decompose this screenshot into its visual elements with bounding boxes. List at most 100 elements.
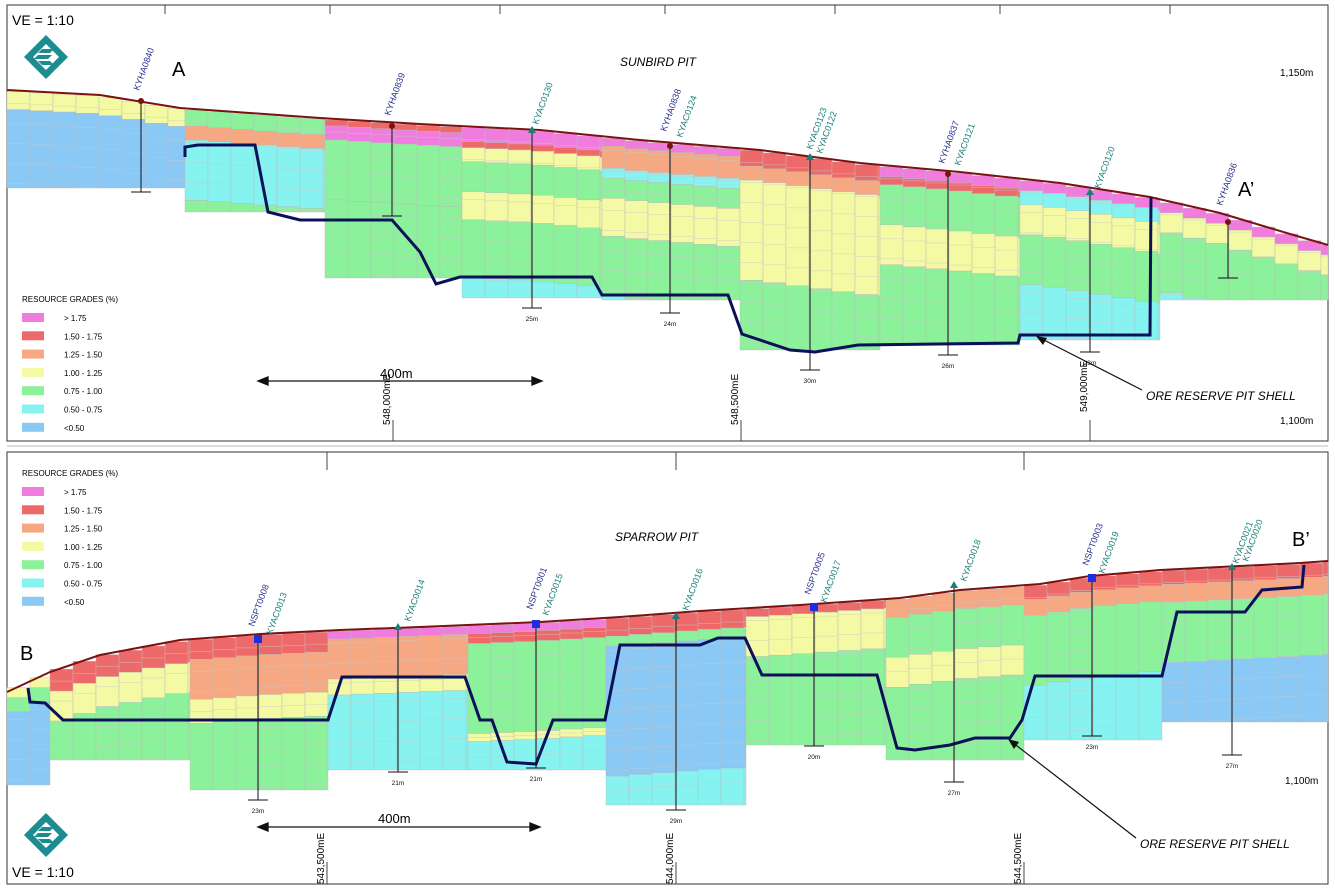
top-grade-block xyxy=(167,108,186,127)
top-grade-block xyxy=(1159,232,1184,294)
bottom-grade-block xyxy=(977,646,1002,677)
bottom-grade-block xyxy=(281,653,306,694)
bottom-hole-depth: 27m xyxy=(1226,763,1239,770)
top-grade-block xyxy=(854,164,879,181)
top-grade-block xyxy=(902,266,927,346)
bottom-grade-block xyxy=(141,667,166,699)
top-grade-block xyxy=(1088,294,1113,341)
bottom-grade-block xyxy=(1046,611,1071,683)
bottom-grade-block xyxy=(1069,608,1094,679)
top-grade-block xyxy=(576,149,601,157)
bottom-grade-block xyxy=(304,631,329,653)
top-grade-block xyxy=(207,111,232,129)
bottom-grade-block xyxy=(258,634,283,655)
top-grade-block xyxy=(971,185,996,194)
bottom-grade-block xyxy=(1253,657,1278,723)
top-legend-swatch xyxy=(22,349,44,359)
top-grade-block xyxy=(1019,180,1044,192)
top-hole-collar-icon xyxy=(945,171,951,177)
bottom-grade-block xyxy=(651,642,676,773)
top-grade-block xyxy=(1065,186,1090,197)
top-grade-block xyxy=(601,138,626,147)
bottom-grade-block xyxy=(1322,653,1329,723)
bottom-shell-leader xyxy=(1008,739,1137,839)
top-grade-block xyxy=(1134,221,1159,252)
top-grade-block xyxy=(6,109,31,189)
bottom-grade-block xyxy=(95,676,120,707)
bottom-grade-block xyxy=(95,654,120,677)
bottom-hole-collar-icon xyxy=(394,623,402,630)
bottom-grade-block xyxy=(1069,678,1094,741)
top-hole-collar-icon xyxy=(528,126,536,133)
top-grade-block xyxy=(1251,256,1276,301)
top-grade-block xyxy=(75,113,100,189)
top-hole-name-kyha0836: KYHA0836 xyxy=(1214,161,1239,206)
top-grade-block xyxy=(184,199,209,213)
bottom-grade-block xyxy=(697,769,722,806)
bottom-grade-block xyxy=(1000,674,1025,761)
bottom-grade-block xyxy=(396,676,421,693)
top-grade-block xyxy=(762,152,787,170)
top-grade-block xyxy=(1065,290,1090,341)
bottom-hole-depth: 20m xyxy=(808,754,821,761)
bottom-legend: RESOURCE GRADES (%) > 1.75 1.50 - 1.75 1.25… xyxy=(22,469,118,607)
top-grade-block xyxy=(716,208,741,247)
bottom-grade-block xyxy=(118,672,143,703)
top-grade-block xyxy=(507,163,532,195)
bottom-grade-block xyxy=(467,633,492,644)
bottom-grade-block xyxy=(791,613,816,654)
section-label-b: B xyxy=(20,643,33,665)
bottom-hole-name-kyac0018: KYAC0018 xyxy=(958,538,982,583)
bottom-grade-block xyxy=(1023,599,1048,616)
top-grade-block xyxy=(230,143,255,204)
bottom-grade-block xyxy=(29,701,51,786)
bottom-grade-block xyxy=(1322,593,1329,655)
bottom-grade-block xyxy=(1299,654,1324,723)
top-grade-block xyxy=(299,148,324,209)
bottom-grade-block xyxy=(1023,685,1048,741)
top-elev-upper: 1,150m xyxy=(1280,68,1313,79)
top-grade-block xyxy=(948,270,973,346)
bottom-grade-block xyxy=(350,629,375,639)
top-grade-block xyxy=(1134,251,1159,302)
top-grade-block xyxy=(347,141,372,202)
bottom-grade-block xyxy=(1184,660,1209,723)
top-grade-block xyxy=(347,127,372,142)
top-grade-block xyxy=(925,180,950,190)
top-grade-block xyxy=(877,181,881,196)
top-grade-block xyxy=(599,170,603,202)
bottom-hole-collar-icon xyxy=(532,620,540,628)
top-grade-block xyxy=(1228,249,1253,301)
top-grade-block xyxy=(324,139,349,201)
top-grade-block xyxy=(785,171,810,187)
bottom-grade-block xyxy=(651,772,676,806)
top-grade-block xyxy=(393,129,418,145)
bottom-legend-title: RESOURCE GRADES (%) xyxy=(22,469,118,478)
bottom-grade-block xyxy=(490,632,515,643)
top-easting-549000: 549,000mE xyxy=(1079,361,1090,412)
bottom-legend-swatch xyxy=(22,560,44,570)
top-grade-block xyxy=(1320,274,1329,301)
top-grade-block xyxy=(831,291,856,351)
top-grade-block xyxy=(253,114,278,132)
bottom-grade-block xyxy=(628,616,653,635)
bottom-grade-block xyxy=(1230,580,1255,600)
top-grade-block xyxy=(693,186,718,207)
top-grade-block xyxy=(553,167,578,198)
bottom-grade-block xyxy=(49,720,74,761)
top-legend-swatch xyxy=(22,331,44,341)
bottom-grade-block xyxy=(1207,599,1232,661)
top-grade-block xyxy=(1159,292,1184,301)
bottom-legend-swatch xyxy=(22,505,44,515)
bottom-grade-block xyxy=(1322,575,1329,595)
top-grade-block xyxy=(879,166,904,178)
bottom-grade-block xyxy=(373,637,398,678)
top-grade-block xyxy=(624,148,649,171)
bottom-grade-block xyxy=(768,606,793,616)
bottom-grade-block xyxy=(442,626,467,635)
top-grade-block xyxy=(647,240,672,301)
top-pit-shell xyxy=(183,143,1153,354)
bottom-grade-block xyxy=(212,657,237,698)
top-grade-block xyxy=(1088,244,1113,295)
bottom-topography-line xyxy=(6,560,1329,693)
